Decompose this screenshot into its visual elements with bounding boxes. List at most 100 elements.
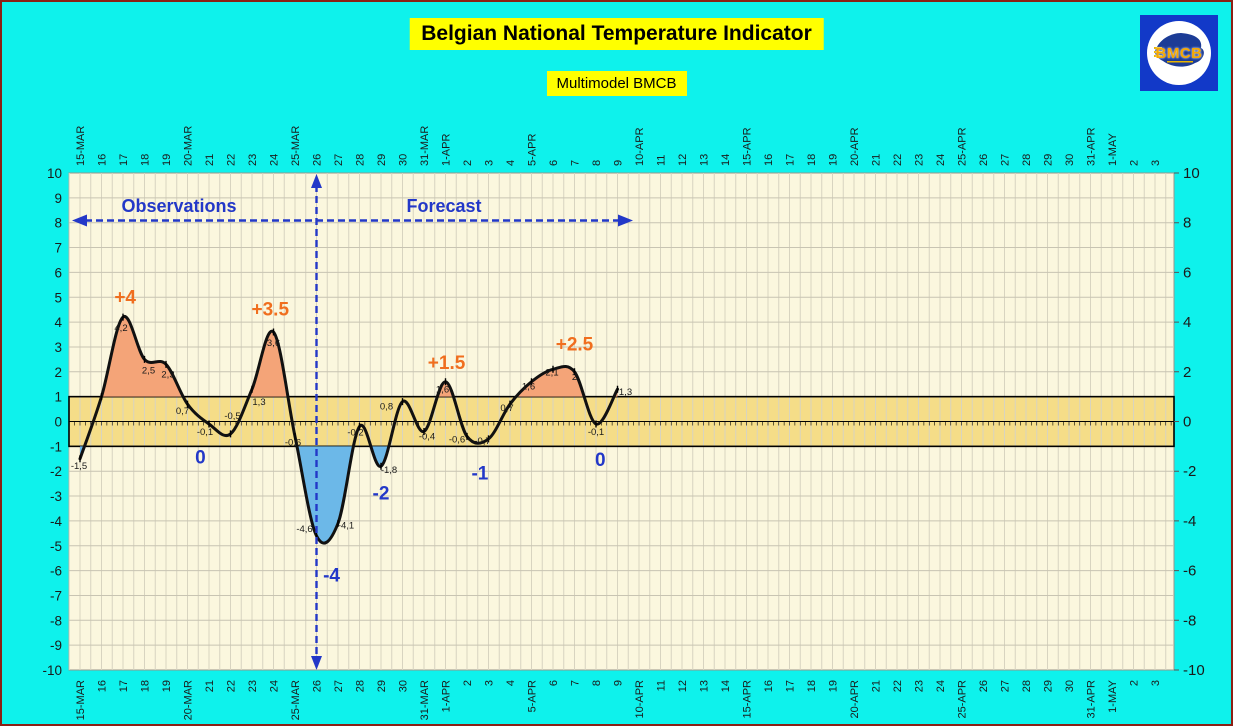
svg-text:28: 28 bbox=[355, 154, 367, 166]
svg-text:1: 1 bbox=[54, 390, 62, 405]
svg-text:30: 30 bbox=[1064, 154, 1076, 166]
svg-text:1,3: 1,3 bbox=[252, 397, 265, 408]
svg-text:24: 24 bbox=[935, 154, 947, 166]
svg-text:2: 2 bbox=[1183, 364, 1191, 381]
svg-text:3: 3 bbox=[1150, 160, 1162, 166]
svg-text:30: 30 bbox=[398, 680, 410, 692]
svg-text:-2: -2 bbox=[50, 464, 62, 479]
svg-text:15-MAR: 15-MAR bbox=[75, 126, 87, 166]
svg-text:-1: -1 bbox=[471, 464, 488, 485]
svg-text:22: 22 bbox=[892, 154, 904, 166]
svg-text:10-APR: 10-APR bbox=[634, 127, 646, 166]
bmcb-logo-circle: BMCB bbox=[1147, 21, 1211, 85]
svg-text:6: 6 bbox=[1183, 264, 1191, 281]
svg-text:14: 14 bbox=[720, 154, 732, 166]
svg-text:4: 4 bbox=[54, 315, 62, 330]
svg-text:12: 12 bbox=[677, 154, 689, 166]
svg-text:25-MAR: 25-MAR bbox=[290, 680, 302, 720]
svg-text:-6: -6 bbox=[1183, 563, 1196, 580]
svg-text:14: 14 bbox=[720, 680, 732, 692]
svg-text:0: 0 bbox=[195, 448, 206, 469]
svg-text:-4: -4 bbox=[323, 566, 340, 587]
svg-text:18: 18 bbox=[140, 680, 152, 692]
svg-text:24: 24 bbox=[269, 680, 281, 692]
svg-text:0: 0 bbox=[1183, 414, 1191, 431]
svg-text:28: 28 bbox=[1021, 154, 1033, 166]
svg-text:18: 18 bbox=[140, 154, 152, 166]
svg-text:-2: -2 bbox=[1183, 463, 1196, 480]
svg-text:9: 9 bbox=[54, 191, 62, 206]
svg-text:8: 8 bbox=[591, 680, 603, 686]
svg-text:4: 4 bbox=[1183, 314, 1191, 331]
svg-text:1,6: 1,6 bbox=[522, 382, 535, 393]
svg-text:3: 3 bbox=[1150, 680, 1162, 686]
svg-text:19: 19 bbox=[161, 154, 173, 166]
svg-text:-4: -4 bbox=[1183, 513, 1196, 530]
svg-text:12: 12 bbox=[677, 680, 689, 692]
svg-text:11: 11 bbox=[656, 155, 668, 166]
svg-text:3: 3 bbox=[484, 680, 496, 686]
svg-text:26: 26 bbox=[978, 680, 990, 692]
svg-text:25-APR: 25-APR bbox=[957, 127, 969, 166]
svg-text:-0,6: -0,6 bbox=[285, 437, 301, 448]
svg-text:9: 9 bbox=[613, 680, 625, 686]
svg-text:19: 19 bbox=[828, 154, 840, 166]
svg-text:-0,7: -0,7 bbox=[474, 436, 490, 447]
svg-text:+2.5: +2.5 bbox=[556, 334, 594, 355]
belgium-map-icon bbox=[1154, 33, 1204, 67]
svg-text:-0,2: -0,2 bbox=[347, 427, 363, 438]
svg-text:22: 22 bbox=[892, 680, 904, 692]
svg-text:30: 30 bbox=[1064, 680, 1076, 692]
page-subtitle: Multimodel BMCB bbox=[546, 71, 687, 96]
svg-text:20-MAR: 20-MAR bbox=[183, 126, 195, 166]
svg-text:24: 24 bbox=[269, 154, 281, 166]
svg-text:Forecast: Forecast bbox=[406, 196, 481, 216]
svg-text:16: 16 bbox=[97, 154, 109, 166]
svg-text:4: 4 bbox=[505, 680, 517, 686]
svg-text:1,6: 1,6 bbox=[436, 385, 449, 396]
svg-text:8: 8 bbox=[591, 160, 603, 166]
svg-text:19: 19 bbox=[161, 680, 173, 692]
svg-text:+1.5: +1.5 bbox=[428, 353, 466, 374]
svg-text:-0,1: -0,1 bbox=[197, 427, 213, 438]
svg-text:9: 9 bbox=[613, 160, 625, 166]
svg-text:1-MAY: 1-MAY bbox=[1107, 679, 1119, 712]
svg-text:2: 2 bbox=[462, 160, 474, 166]
svg-text:30: 30 bbox=[398, 154, 410, 166]
svg-text:18: 18 bbox=[806, 680, 818, 692]
svg-text:26: 26 bbox=[978, 154, 990, 166]
svg-text:+4: +4 bbox=[114, 287, 136, 308]
svg-text:22: 22 bbox=[226, 680, 238, 692]
svg-text:27: 27 bbox=[333, 680, 345, 692]
svg-text:28: 28 bbox=[355, 680, 367, 692]
svg-text:-0,1: -0,1 bbox=[588, 427, 604, 438]
svg-text:21: 21 bbox=[204, 680, 216, 692]
svg-text:26: 26 bbox=[312, 680, 324, 692]
svg-text:8: 8 bbox=[54, 216, 62, 231]
svg-text:Observations: Observations bbox=[121, 196, 236, 216]
svg-text:0,8: 0,8 bbox=[380, 402, 393, 413]
svg-text:-1: -1 bbox=[50, 439, 62, 454]
svg-text:21: 21 bbox=[204, 154, 216, 166]
svg-text:0: 0 bbox=[595, 450, 606, 471]
svg-text:22: 22 bbox=[226, 154, 238, 166]
svg-text:-1,5: -1,5 bbox=[71, 461, 87, 472]
svg-text:3,6: 3,6 bbox=[267, 338, 280, 349]
svg-text:19: 19 bbox=[828, 680, 840, 692]
svg-text:1-MAY: 1-MAY bbox=[1107, 133, 1119, 166]
svg-text:-0,4: -0,4 bbox=[419, 431, 435, 442]
svg-text:-3: -3 bbox=[50, 489, 62, 504]
svg-text:4,2: 4,2 bbox=[114, 323, 127, 334]
svg-text:17: 17 bbox=[118, 680, 130, 692]
svg-text:15-MAR: 15-MAR bbox=[75, 680, 87, 720]
svg-text:-4,1: -4,1 bbox=[338, 520, 354, 531]
svg-text:-0,6: -0,6 bbox=[449, 434, 465, 445]
svg-text:2: 2 bbox=[572, 372, 577, 383]
svg-text:17: 17 bbox=[785, 680, 797, 692]
svg-text:27: 27 bbox=[1000, 680, 1012, 692]
svg-text:1,3: 1,3 bbox=[619, 387, 632, 398]
svg-text:6: 6 bbox=[548, 680, 560, 686]
svg-text:13: 13 bbox=[699, 680, 711, 692]
svg-text:-9: -9 bbox=[50, 638, 62, 653]
